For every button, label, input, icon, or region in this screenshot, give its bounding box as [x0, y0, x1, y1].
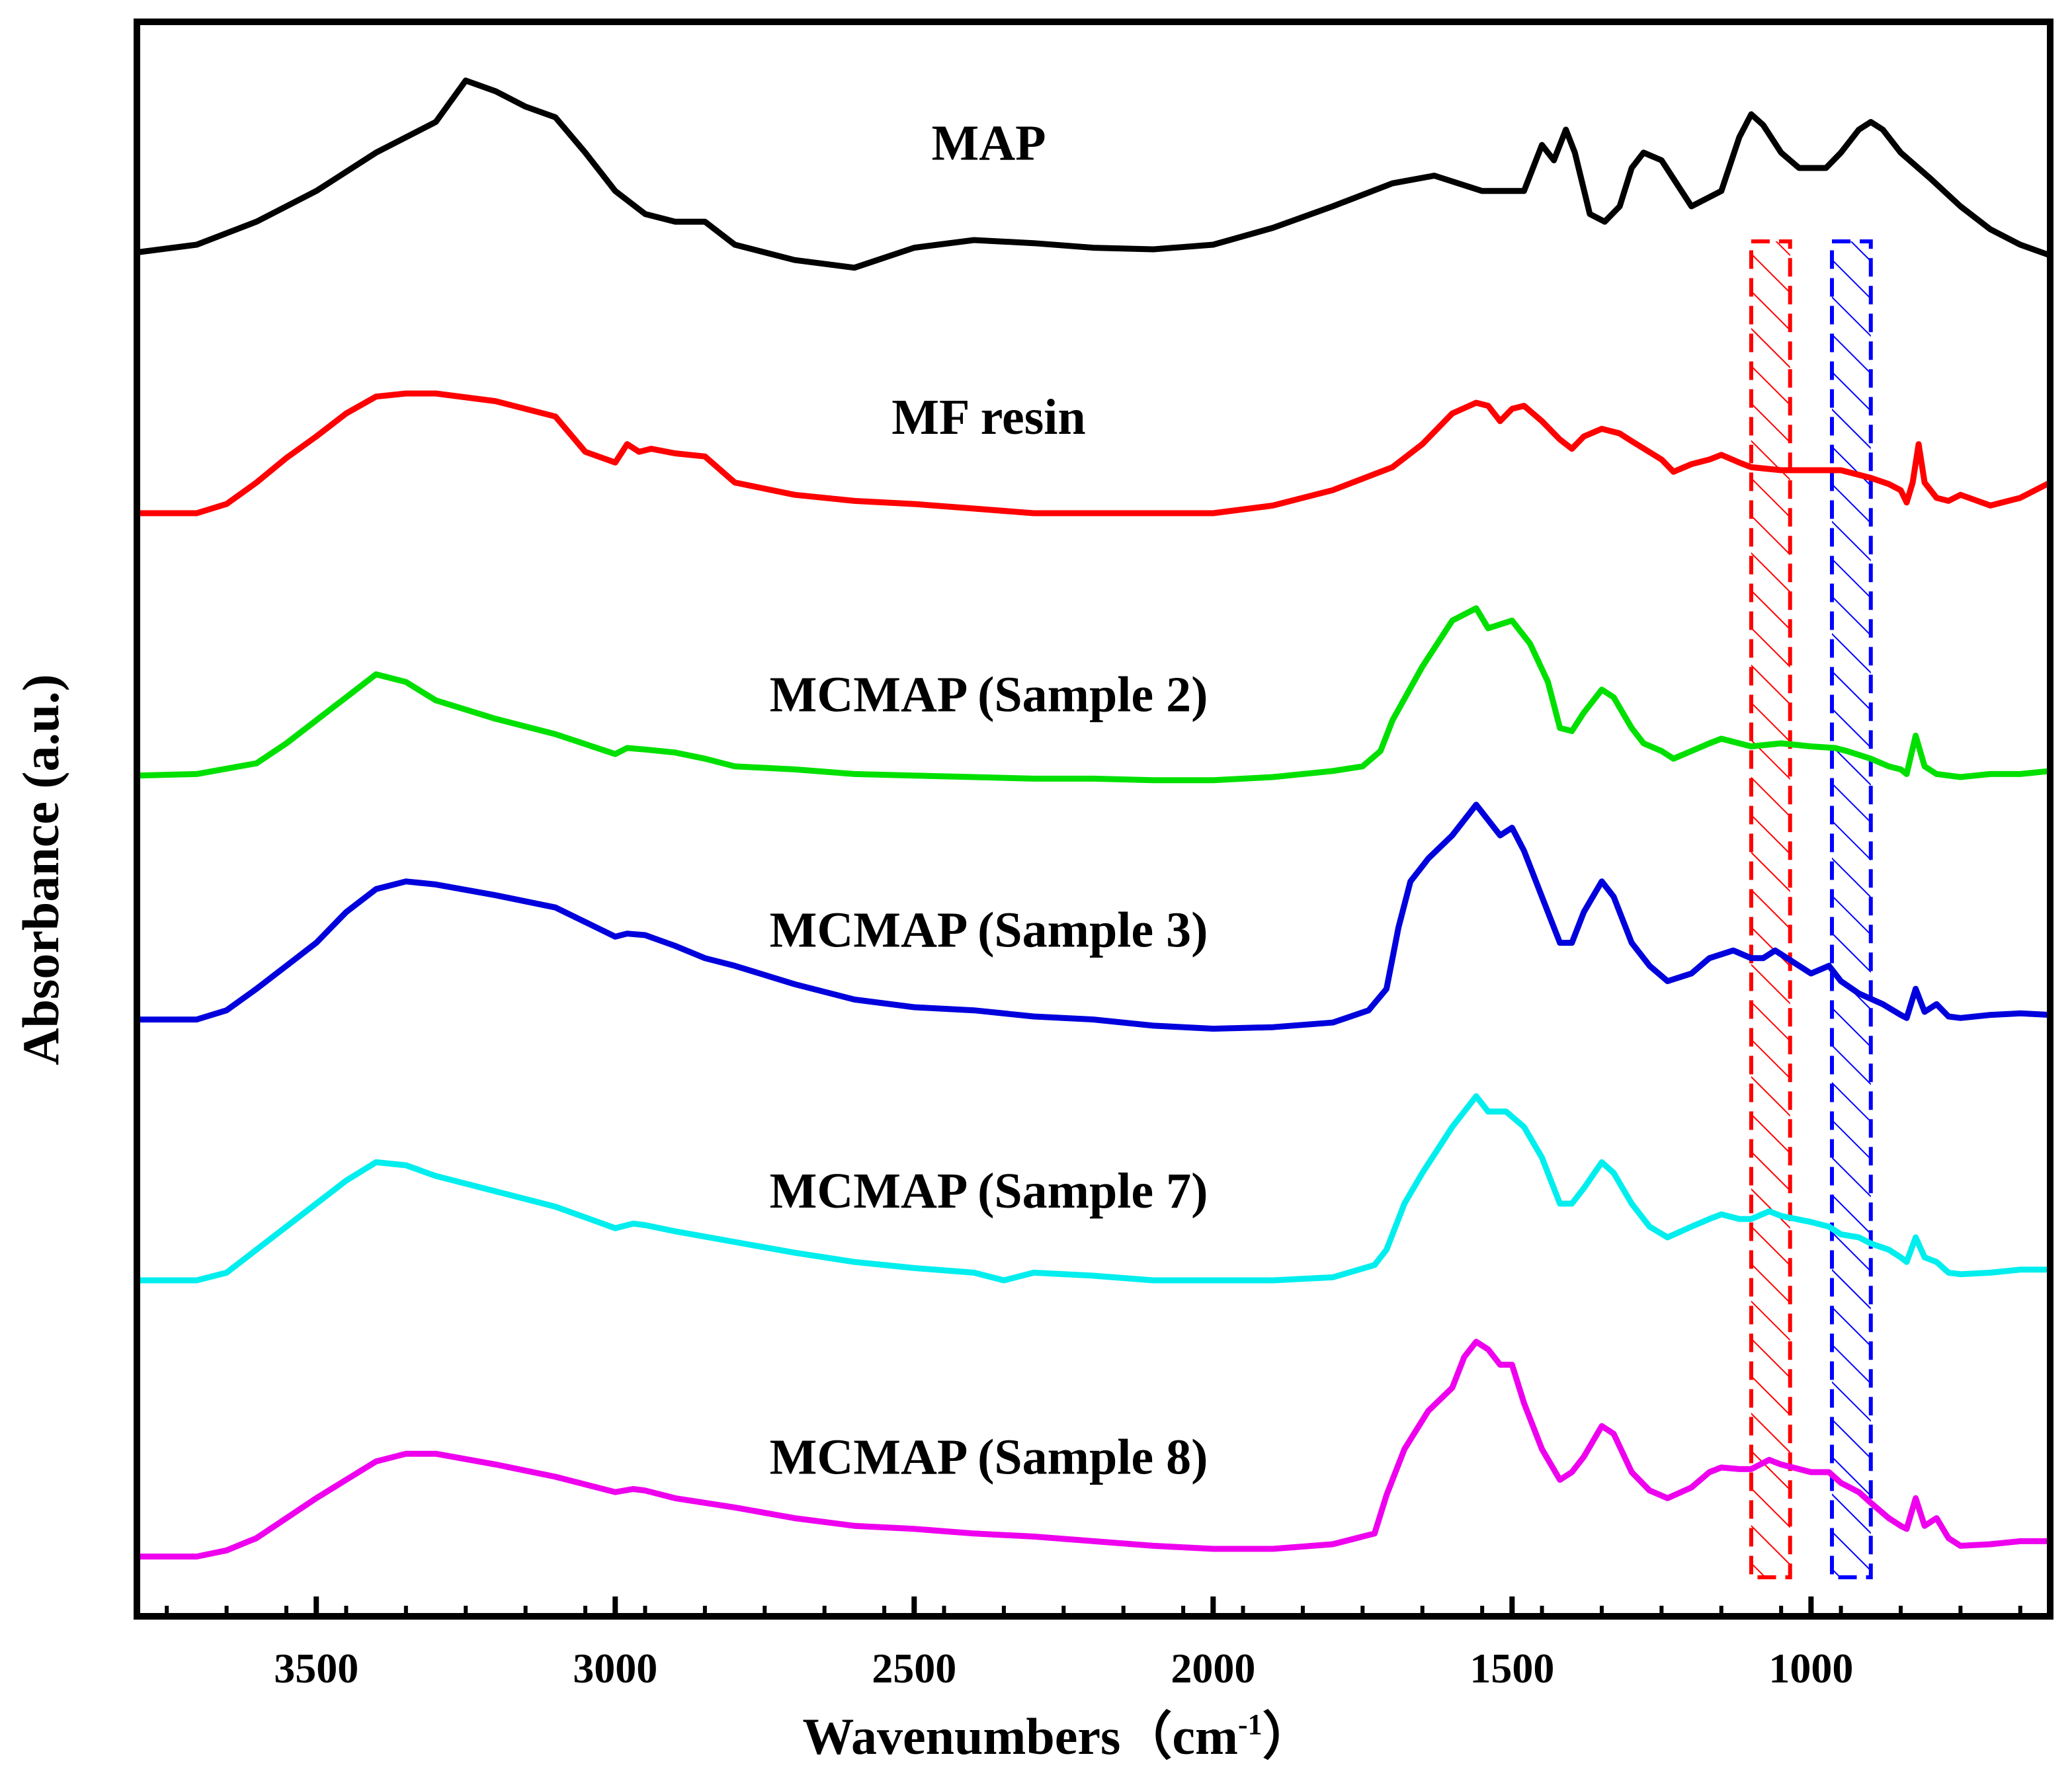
- series-label-1: MAP: [931, 116, 1046, 171]
- series-labels: MAP MF resin MCMAP (Sample 2) MCMAP (Sample…: [770, 116, 1208, 1485]
- series-lines: [134, 77, 2053, 1560]
- blue-band: [1830, 239, 1873, 1579]
- series-label-6: MCMAP (Sample 8): [770, 1430, 1208, 1485]
- highlight-bands: [1749, 239, 1873, 1579]
- x-tick-label: 2500: [872, 1645, 956, 1692]
- series-line-2: [134, 390, 2053, 517]
- x-axis-unit-exp: -1: [1238, 1708, 1263, 1741]
- x-axis-ticks: 3500 3000 2500 2000 1500 1000: [165, 1596, 2022, 1692]
- y-axis-title: Absorbance (a.u.): [12, 674, 69, 1065]
- x-tick-label: 1500: [1470, 1645, 1554, 1692]
- x-axis-unit-close: ）: [1263, 1708, 1314, 1765]
- series-line-5: [134, 1093, 2053, 1284]
- series-label-5: MCMAP (Sample 7): [770, 1163, 1208, 1219]
- x-tick-label: 1000: [1768, 1645, 1853, 1692]
- series-line-1: [134, 77, 2053, 271]
- x-tick-label: 3500: [274, 1645, 358, 1692]
- series-line-4: [134, 802, 2053, 1032]
- red-band: [1749, 239, 1792, 1579]
- x-axis-unit-open: （: [1120, 1708, 1172, 1765]
- series-line-6: [134, 1339, 2053, 1560]
- series-label-4: MCMAP (Sample 3): [770, 903, 1208, 958]
- series-label-2: MF resin: [891, 390, 1085, 445]
- x-tick-label: 2000: [1171, 1645, 1255, 1692]
- x-tick-label: 3000: [573, 1645, 657, 1692]
- x-axis-title-text: Wavenumbers: [802, 1708, 1120, 1765]
- series-label-3: MCMAP (Sample 2): [770, 667, 1208, 722]
- plot-frame: [134, 19, 2053, 1620]
- x-axis-unit-base: cm: [1172, 1708, 1238, 1765]
- series-line-3: [134, 605, 2053, 784]
- x-axis-title: Wavenumbers（cm-1）: [802, 1708, 1313, 1765]
